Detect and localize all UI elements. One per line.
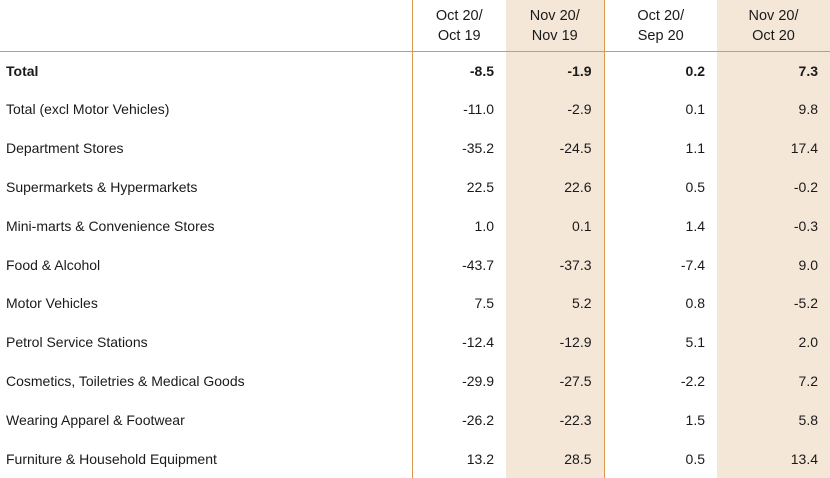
value-cell: -0.3 xyxy=(717,206,830,246)
col-header-3-line1: Oct 20/ xyxy=(637,7,685,24)
value-cell: 5.8 xyxy=(717,400,830,440)
value-cell: 22.5 xyxy=(411,167,506,207)
value-cell: -7.4 xyxy=(603,245,717,284)
value-cell: -5.2 xyxy=(717,283,830,323)
value-cell: -35.2 xyxy=(411,128,506,168)
value-cell: 0.5 xyxy=(603,439,717,478)
value-cell: 1.1 xyxy=(603,128,717,168)
value-cell: 7.2 xyxy=(717,361,830,401)
value-cell: 22.6 xyxy=(506,167,604,207)
table-row: Total (excl Motor Vehicles) -11.0 -2.9 0… xyxy=(0,90,830,129)
value-cell: -2.2 xyxy=(603,361,717,401)
value-cell: 9.0 xyxy=(717,245,830,284)
col-header-2-line2: Nov 19 xyxy=(531,27,578,44)
value-cell: -12.4 xyxy=(411,322,506,362)
col-header-2: Nov 20/ Nov 19 xyxy=(506,0,604,52)
value-cell: 17.4 xyxy=(717,128,830,168)
col-header-1: Oct 20/ Oct 19 xyxy=(411,0,506,52)
value-cell: 0.1 xyxy=(506,206,604,246)
value-cell: 0.5 xyxy=(603,167,717,207)
row-label: Furniture & Household Equipment xyxy=(6,450,217,467)
value-cell: -37.3 xyxy=(506,245,604,284)
value-cell: -24.5 xyxy=(506,128,604,168)
value-cell: -43.7 xyxy=(411,245,506,284)
table-row: Food & Alcohol -43.7 -37.3 -7.4 9.0 xyxy=(0,245,830,284)
col-header-3-line2: Sep 20 xyxy=(637,27,684,44)
col-header-2-line1: Nov 20/ xyxy=(529,7,580,24)
value-cell: -22.3 xyxy=(506,400,604,440)
table-row: Department Stores -35.2 -24.5 1.1 17.4 xyxy=(0,128,830,168)
table-body: Total -8.5 -1.9 0.2 7.3 Total (excl Moto… xyxy=(0,51,830,478)
value-cell: -27.5 xyxy=(506,361,604,401)
table-row: Total -8.5 -1.9 0.2 7.3 xyxy=(0,51,830,90)
table-row: Cosmetics, Toiletries & Medical Goods -2… xyxy=(0,361,830,401)
value-cell: 1.5 xyxy=(603,400,717,440)
value-cell: 9.8 xyxy=(717,90,830,129)
row-label: Total (excl Motor Vehicles) xyxy=(6,101,170,118)
value-cell: -0.2 xyxy=(717,167,830,207)
value-cell: 2.0 xyxy=(717,322,830,362)
value-cell: 1.0 xyxy=(411,206,506,246)
value-cell: 5.2 xyxy=(506,283,604,323)
value-cell: 0.1 xyxy=(603,90,717,129)
col-header-1-line1: Oct 20/ xyxy=(435,7,483,24)
value-cell: 0.8 xyxy=(603,283,717,323)
value-cell: -8.5 xyxy=(411,51,506,90)
table-row: Motor Vehicles 7.5 5.2 0.8 -5.2 xyxy=(0,283,830,323)
col-header-3: Oct 20/ Sep 20 xyxy=(603,0,717,52)
row-label: Total xyxy=(6,63,39,79)
col-header-4: Nov 20/ Oct 20 xyxy=(717,0,830,52)
col-header-1-line2: Oct 19 xyxy=(437,27,481,44)
table-row: Petrol Service Stations -12.4 -12.9 5.1 … xyxy=(0,322,830,362)
value-cell: -29.9 xyxy=(411,361,506,401)
table-row: Wearing Apparel & Footwear -26.2 -22.3 1… xyxy=(0,400,830,440)
row-label: Petrol Service Stations xyxy=(6,334,148,351)
row-label: Supermarkets & Hypermarkets xyxy=(6,178,198,195)
value-cell: -26.2 xyxy=(411,400,506,440)
value-cell: 5.1 xyxy=(603,322,717,362)
row-label: Mini-marts & Convenience Stores xyxy=(6,217,215,234)
row-label: Motor Vehicles xyxy=(6,295,98,312)
value-cell: -2.9 xyxy=(506,90,604,129)
header-row: Oct 20/ Oct 19 Nov 20/ Nov 19 Oct 20/ Se… xyxy=(0,0,830,52)
table-row: Furniture & Household Equipment 13.2 28.… xyxy=(0,439,830,478)
row-label: Department Stores xyxy=(6,140,124,157)
header-label-cell xyxy=(0,0,412,52)
value-cell: -1.9 xyxy=(506,51,604,90)
value-cell: -11.0 xyxy=(411,90,506,129)
table-row: Mini-marts & Convenience Stores 1.0 0.1 … xyxy=(0,206,830,246)
value-cell: 13.2 xyxy=(411,439,506,478)
col-header-4-line2: Oct 20 xyxy=(752,27,795,44)
value-cell: 7.5 xyxy=(411,283,506,323)
value-cell: 1.4 xyxy=(603,206,717,246)
col-header-4-line1: Nov 20/ xyxy=(748,7,799,24)
value-cell: 13.4 xyxy=(717,439,830,478)
row-label: Wearing Apparel & Footwear xyxy=(6,411,185,428)
row-label: Cosmetics, Toiletries & Medical Goods xyxy=(6,372,245,389)
value-cell: 7.3 xyxy=(717,51,830,90)
row-label: Food & Alcohol xyxy=(6,256,101,273)
table-row: Supermarkets & Hypermarkets 22.5 22.6 0.… xyxy=(0,167,830,207)
value-cell: -12.9 xyxy=(506,322,604,362)
value-cell: 0.2 xyxy=(603,51,717,90)
value-cell: 28.5 xyxy=(506,439,604,478)
